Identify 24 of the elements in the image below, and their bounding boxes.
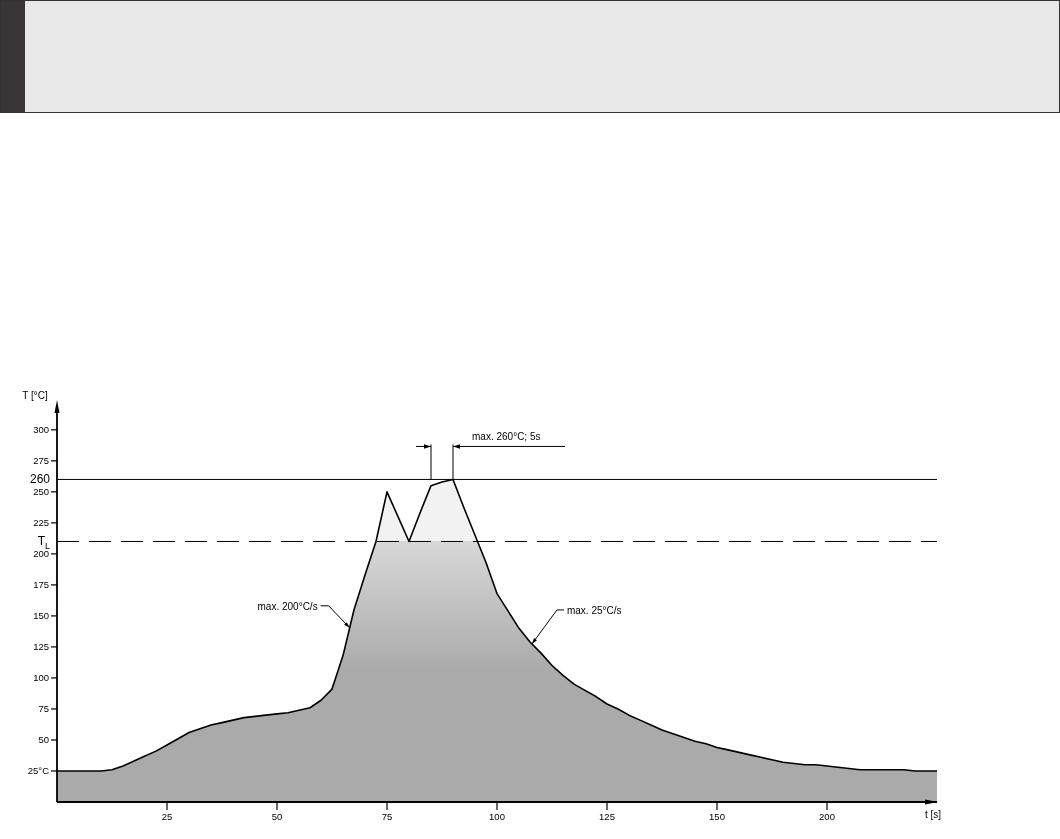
y-tick-label: 100 [33, 672, 49, 684]
y-tick-label: 250 [33, 486, 49, 498]
x-tick-label: 200 [819, 810, 835, 822]
x-tick-label: 150 [709, 810, 725, 822]
y-axis-title: T [°C] [22, 389, 48, 401]
y-tick-label: 175 [33, 579, 49, 591]
x-tick-label: 100 [489, 810, 505, 822]
x-tick-label: 25 [161, 810, 173, 822]
ref-line-label: 260 [29, 472, 51, 487]
annotation: max. 25°C/s [566, 604, 622, 616]
x-tick-label: 50 [271, 810, 283, 822]
x-tick-label: 125 [599, 810, 615, 822]
y-tick-label: 300 [33, 424, 49, 436]
y-tick-label: 25°C [27, 765, 50, 777]
y-tick-label: 125 [33, 641, 49, 653]
y-tick-label: 75 [38, 703, 49, 715]
x-axis-title: t [s] [925, 808, 942, 820]
annotation: max. 200°C/s [257, 600, 318, 612]
x-tick-label: 75 [381, 810, 393, 822]
annotation: max. 260°C; 5s [472, 430, 541, 442]
y-tick-label: 50 [38, 734, 49, 746]
y-tick-label: 150 [33, 610, 49, 622]
y-tick-label: 225 [33, 517, 49, 529]
y-tick-label: 275 [33, 455, 49, 467]
